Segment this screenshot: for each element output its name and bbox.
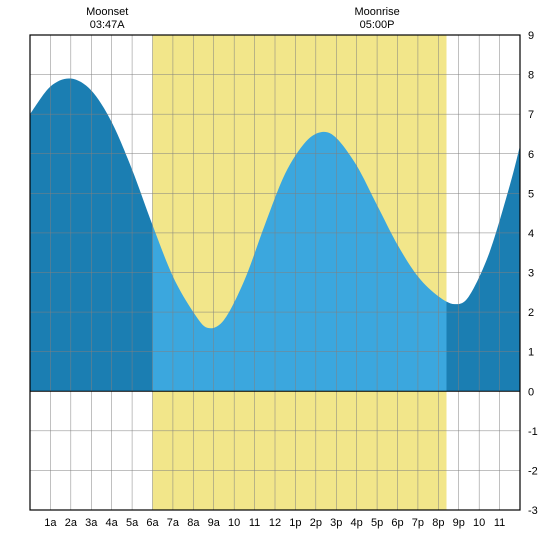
y-tick-label: 9: [528, 30, 534, 42]
x-tick-label: 1p: [289, 517, 301, 529]
y-tick-label: 6: [528, 149, 534, 161]
x-tick-label: 10: [228, 517, 240, 529]
y-tick-label: -1: [528, 426, 538, 438]
y-tick-label: 3: [528, 268, 534, 280]
annotation-time: 03:47A: [90, 19, 126, 31]
x-tick-label: 4a: [106, 517, 119, 529]
annotation-title: Moonrise: [354, 6, 399, 18]
x-tick-label: 2p: [310, 517, 322, 529]
y-tick-label: 0: [528, 386, 534, 398]
x-tick-label: 2a: [65, 517, 78, 529]
x-tick-label: 8p: [432, 517, 444, 529]
y-tick-label: -2: [528, 465, 538, 477]
tide-chart: -3-2-101234567891a2a3a4a5a6a7a8a9a101112…: [0, 0, 550, 550]
annotation-time: 05:00P: [360, 19, 395, 31]
x-tick-label: 5a: [126, 517, 139, 529]
y-tick-label: 4: [528, 228, 534, 240]
y-tick-label: 7: [528, 109, 534, 121]
x-tick-label: 11: [494, 517, 505, 529]
x-tick-label: 9p: [453, 517, 465, 529]
x-tick-label: 9a: [208, 517, 221, 529]
x-tick-label: 7a: [167, 517, 180, 529]
y-tick-label: 1: [528, 347, 534, 359]
x-tick-label: 6a: [146, 517, 159, 529]
y-tick-label: -3: [528, 505, 538, 517]
x-tick-label: 3p: [330, 517, 342, 529]
annotation-title: Moonset: [86, 6, 128, 18]
x-tick-label: 7p: [412, 517, 424, 529]
x-tick-label: 4p: [351, 517, 363, 529]
x-tick-label: 5p: [371, 517, 383, 529]
x-tick-label: 11: [249, 517, 260, 529]
y-tick-label: 8: [528, 70, 534, 82]
chart-svg: -3-2-101234567891a2a3a4a5a6a7a8a9a101112…: [0, 0, 550, 550]
x-tick-label: 6p: [391, 517, 403, 529]
y-tick-label: 2: [528, 307, 534, 319]
x-tick-label: 10: [473, 517, 485, 529]
x-tick-label: 3a: [85, 517, 98, 529]
x-tick-label: 12: [269, 517, 281, 529]
y-tick-label: 5: [528, 188, 534, 200]
x-tick-label: 8a: [187, 517, 200, 529]
x-tick-label: 1a: [44, 517, 57, 529]
